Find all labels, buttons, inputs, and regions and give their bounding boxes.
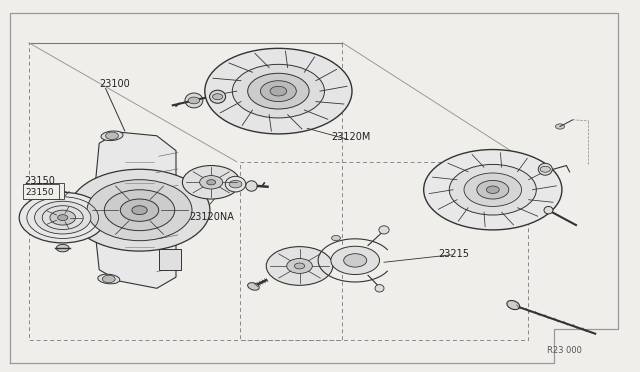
Circle shape xyxy=(120,199,159,221)
Circle shape xyxy=(556,124,564,129)
Ellipse shape xyxy=(538,163,552,175)
Circle shape xyxy=(270,86,287,96)
Text: R23 000: R23 000 xyxy=(547,346,582,355)
Circle shape xyxy=(344,254,367,267)
Circle shape xyxy=(106,132,118,140)
Circle shape xyxy=(207,180,216,185)
Text: 23120NA: 23120NA xyxy=(189,212,234,222)
FancyBboxPatch shape xyxy=(23,184,59,199)
Ellipse shape xyxy=(379,226,389,234)
Circle shape xyxy=(188,97,200,104)
Circle shape xyxy=(56,244,69,252)
Circle shape xyxy=(232,64,324,118)
Circle shape xyxy=(477,180,509,199)
Circle shape xyxy=(266,247,333,285)
Ellipse shape xyxy=(507,301,520,310)
Polygon shape xyxy=(93,132,176,288)
FancyBboxPatch shape xyxy=(31,183,64,199)
Circle shape xyxy=(19,192,106,243)
Ellipse shape xyxy=(98,274,120,284)
Circle shape xyxy=(87,180,192,241)
Circle shape xyxy=(35,201,91,234)
Circle shape xyxy=(212,94,223,100)
Text: 23215: 23215 xyxy=(438,248,469,259)
Circle shape xyxy=(182,166,240,199)
Circle shape xyxy=(540,166,550,172)
Circle shape xyxy=(205,48,352,134)
Circle shape xyxy=(486,186,499,193)
Ellipse shape xyxy=(544,206,553,214)
Ellipse shape xyxy=(101,131,123,141)
Text: 23150: 23150 xyxy=(24,176,55,186)
Ellipse shape xyxy=(185,93,203,108)
Circle shape xyxy=(331,246,380,275)
Circle shape xyxy=(449,164,536,215)
FancyBboxPatch shape xyxy=(159,249,181,270)
Circle shape xyxy=(102,275,115,283)
Circle shape xyxy=(200,176,223,189)
Text: 23100: 23100 xyxy=(99,79,130,89)
Circle shape xyxy=(287,259,312,273)
Circle shape xyxy=(104,190,175,231)
Ellipse shape xyxy=(248,283,259,290)
Text: 23120M: 23120M xyxy=(332,131,371,141)
Ellipse shape xyxy=(375,285,384,292)
Circle shape xyxy=(69,169,210,251)
Circle shape xyxy=(58,215,68,221)
Circle shape xyxy=(229,180,242,188)
Circle shape xyxy=(294,263,305,269)
Circle shape xyxy=(464,173,522,206)
Circle shape xyxy=(50,210,76,225)
Circle shape xyxy=(332,235,340,241)
Ellipse shape xyxy=(209,90,225,103)
Circle shape xyxy=(248,73,309,109)
Circle shape xyxy=(424,150,562,230)
Text: 23150: 23150 xyxy=(26,188,54,197)
Circle shape xyxy=(132,206,147,215)
Circle shape xyxy=(260,81,296,102)
Ellipse shape xyxy=(246,181,257,191)
Ellipse shape xyxy=(225,176,246,192)
